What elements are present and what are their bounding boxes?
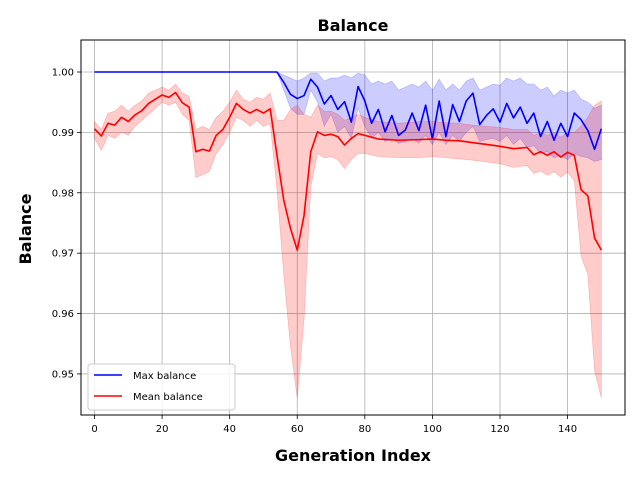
x-tick-label: 60: [291, 424, 304, 435]
grid-lines: [81, 40, 625, 415]
legend: Max balance Mean balance: [87, 363, 236, 411]
axis-ticks: 0 20 40 60 80 100 120 140 0.95 0.96 0.97 0.98 0.99 1.…: [52, 68, 577, 435]
series-bands: [94, 71, 602, 399]
x-tick-label: 120: [490, 424, 509, 435]
max-balance-line: [94, 71, 603, 151]
y-axis-label: Balance: [16, 193, 35, 264]
legend-frame: [87, 363, 236, 411]
y-tick-label: 0.99: [52, 128, 74, 139]
y-tick-label: 0.97: [52, 249, 74, 260]
y-tick-label: 0.96: [52, 309, 74, 320]
y-tick-label: 1.00: [52, 68, 74, 79]
chart-title: Balance: [318, 16, 389, 35]
axes-frame: [80, 39, 626, 416]
series-lines: [93, 71, 603, 251]
x-tick-label: 140: [558, 424, 577, 435]
x-axis-label: Generation Index: [275, 446, 432, 465]
x-tick-label: 40: [223, 424, 236, 435]
max-balance-band: [94, 71, 602, 162]
x-tick-label: 80: [358, 424, 371, 435]
mean-balance-band: [94, 83, 602, 399]
y-tick-label: 0.95: [52, 369, 74, 380]
mean-balance-line: [93, 91, 603, 251]
legend-label-max-balance: Max balance: [133, 371, 196, 382]
x-tick-label: 0: [91, 424, 97, 435]
x-tick-label: 100: [423, 424, 442, 435]
y-tick-label: 0.98: [52, 188, 74, 199]
legend-label-mean-balance: Mean balance: [133, 392, 203, 403]
x-tick-label: 20: [156, 424, 169, 435]
